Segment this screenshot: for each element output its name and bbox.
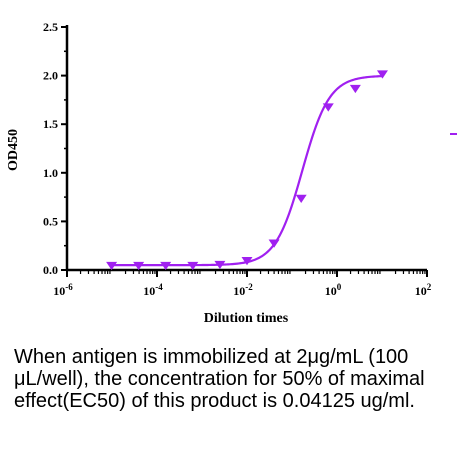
data-point [133,261,145,271]
x-tick-label: 102 [415,282,432,298]
data-point [160,261,172,271]
caption-text: When antigen is immobilized at 2μg/mL (1… [14,346,425,412]
data-point [322,103,334,112]
x-tick-label: 100 [325,282,342,298]
y-tick-label: 0.5 [43,214,58,228]
data-point [295,194,307,204]
x-tick-label: 10-6 [53,282,73,298]
data-point [241,256,253,266]
x-axis-title: Dilution times [204,311,289,326]
data-point [376,70,388,79]
y-tick-label: 2.0 [43,69,58,83]
data-point [106,261,118,271]
y-axis-title: OD450 [6,129,21,171]
y-tick-label: 1.0 [43,166,58,180]
y-tick-label: 0.0 [43,263,58,277]
axes [61,25,428,277]
fit-curve [111,75,383,267]
data-point [268,239,280,248]
tick-labels-layer: 0.0 0.5 1.0 1.5 2.0 2.5 10-6 10-4 10-2 100 102 [43,20,432,298]
data-point [214,260,226,270]
data-point [187,261,199,271]
data-point [349,84,361,94]
fit-curve-layer [111,75,383,267]
chart: 0.0 0.5 1.0 1.5 2.0 2.5 10-6 10-4 10-2 100 102 Dil… [6,20,457,326]
y-tick-label: 2.5 [43,20,58,34]
data-points-layer [106,70,388,271]
x-tick-label: 10-2 [233,282,253,298]
y-tick-label: 1.5 [43,117,58,131]
x-tick-label: 10-4 [143,282,163,298]
